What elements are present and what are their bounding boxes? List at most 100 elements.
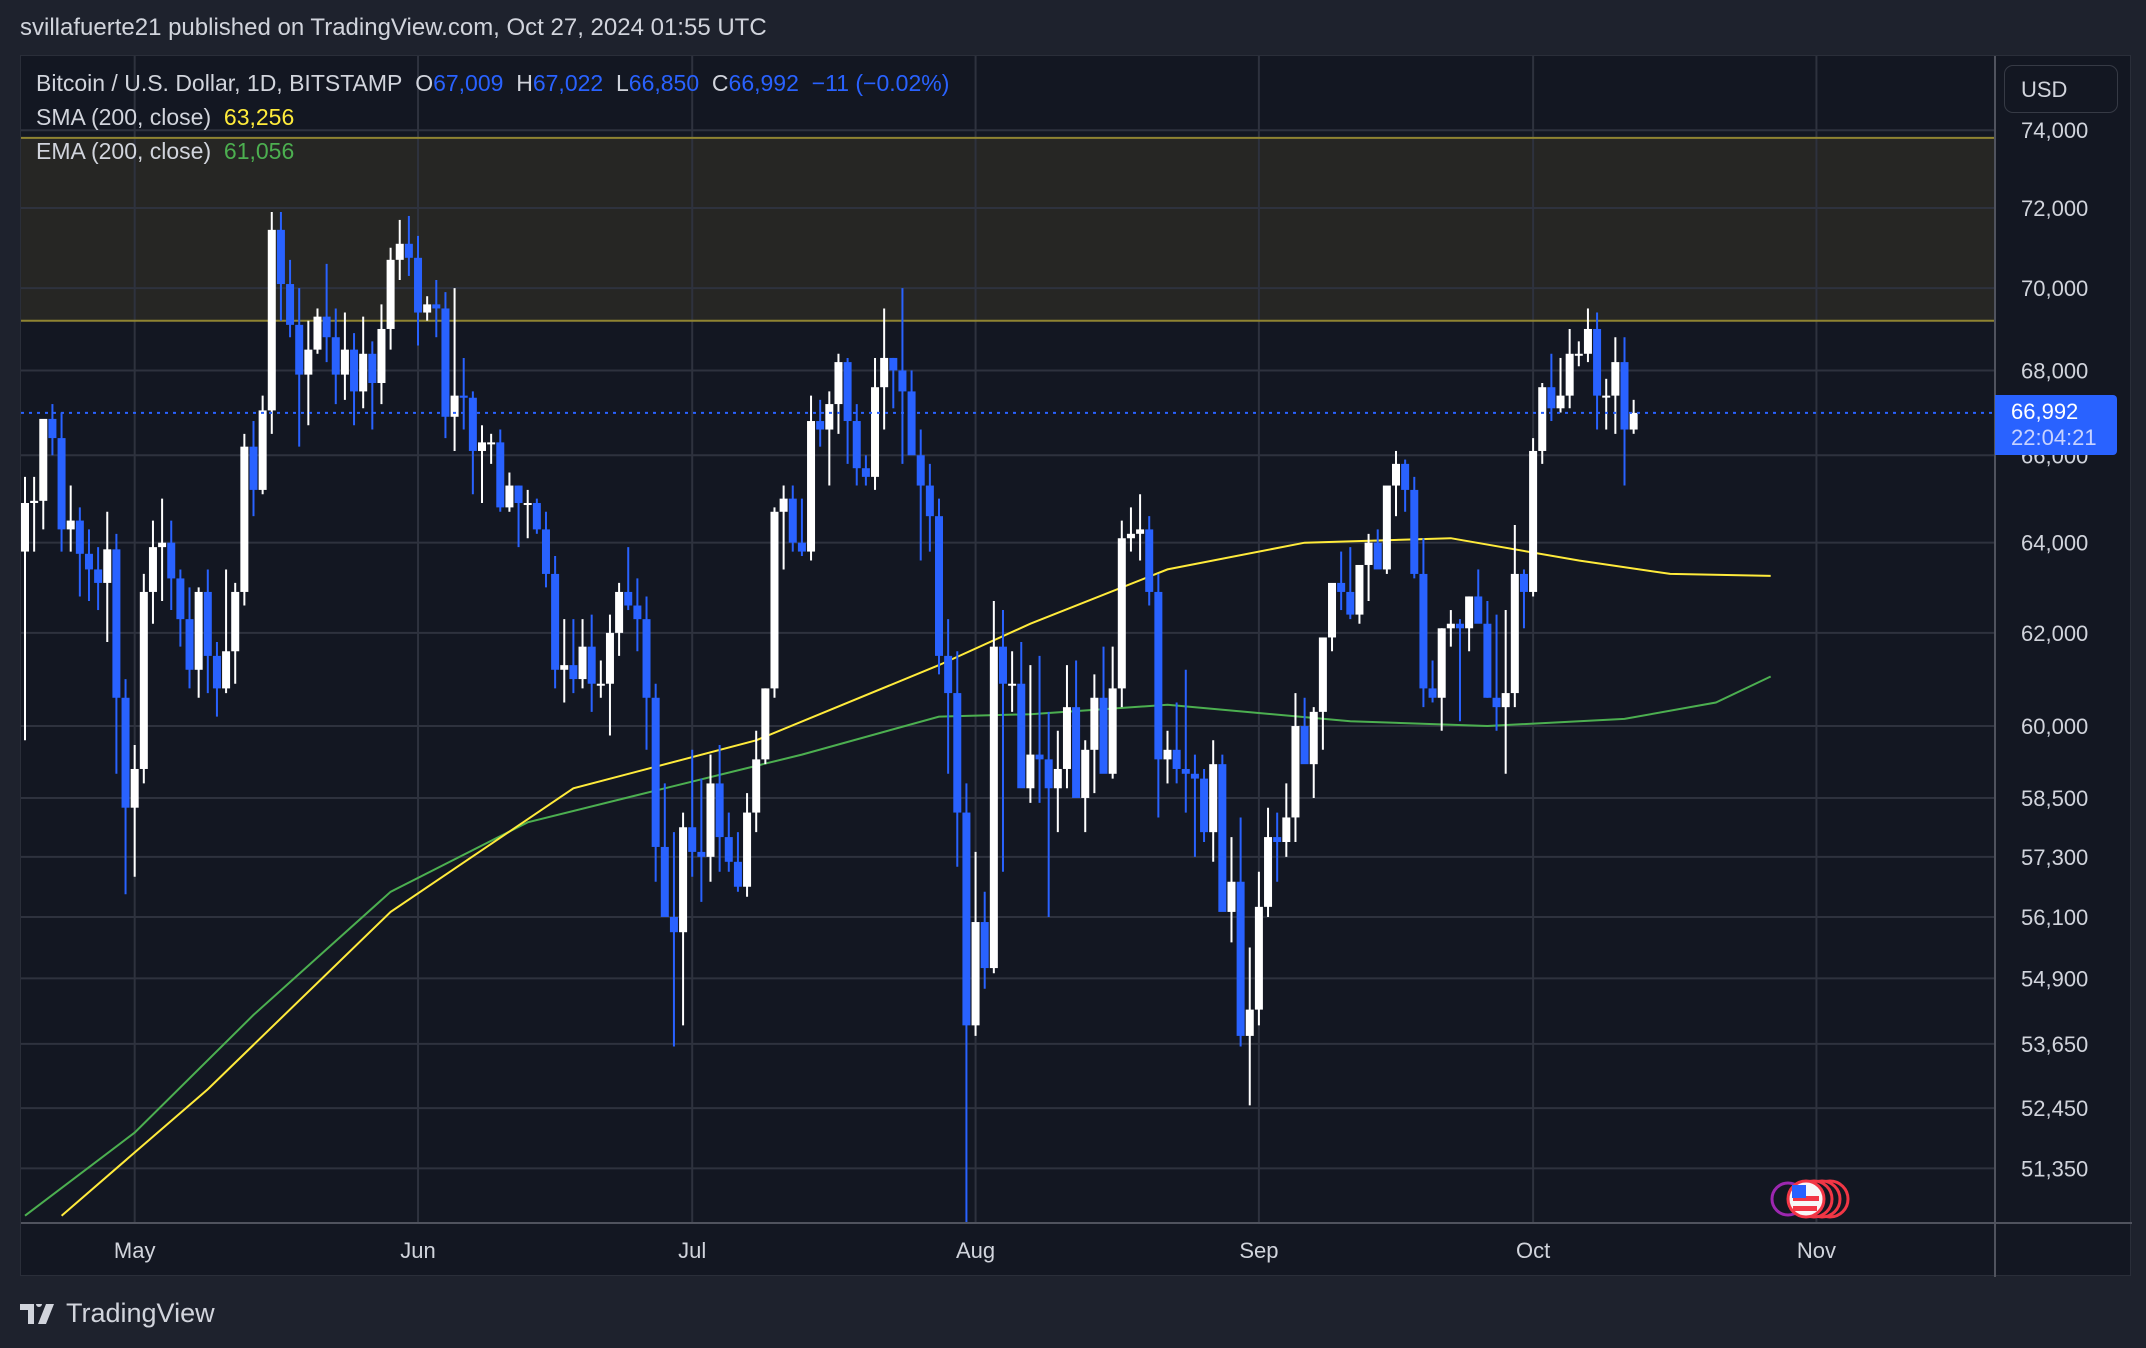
candle-down[interactable] [368, 353, 377, 384]
candle-up[interactable] [1126, 533, 1135, 539]
candle-down[interactable] [1300, 726, 1309, 765]
candle-down[interactable] [587, 646, 596, 684]
candle-down[interactable] [788, 498, 797, 543]
candle-down[interactable] [276, 229, 285, 285]
candle-down[interactable] [816, 421, 825, 430]
candle-down[interactable] [441, 308, 450, 417]
candle-up[interactable] [377, 328, 386, 384]
candle-down[interactable] [1035, 754, 1044, 760]
candle-up[interactable] [450, 395, 459, 417]
candle-down[interactable] [57, 438, 66, 530]
tradingview-logo[interactable]: TradingView [20, 1298, 215, 1329]
candle-up[interactable] [770, 511, 779, 689]
candle-down[interactable] [459, 395, 468, 398]
candle-down[interactable] [715, 783, 724, 838]
candle-down[interactable] [84, 553, 93, 570]
candle-down[interactable] [121, 697, 130, 808]
candle-up[interactable] [1309, 711, 1318, 765]
candle-down[interactable] [75, 520, 84, 554]
candle-down[interactable] [998, 646, 1007, 684]
candle-down[interactable] [185, 619, 194, 670]
candle-down[interactable] [1346, 591, 1355, 615]
candle-down[interactable] [889, 357, 898, 371]
candle-up[interactable] [761, 688, 770, 760]
candle-up[interactable] [304, 349, 313, 375]
candle-up[interactable] [807, 421, 816, 552]
candle-down[interactable] [1145, 529, 1154, 592]
candle-down[interactable] [1236, 881, 1245, 1036]
candle-down[interactable] [414, 257, 423, 313]
candle-up[interactable] [103, 549, 112, 583]
candle-down[interactable] [1419, 573, 1428, 689]
candle-up[interactable] [313, 316, 322, 350]
candle-down[interactable] [1099, 697, 1108, 774]
candle-down[interactable] [660, 846, 669, 917]
candle-down[interactable] [203, 591, 212, 656]
candle-up[interactable] [1629, 412, 1638, 430]
candle-down[interactable] [962, 812, 971, 1026]
candle-down[interactable] [496, 442, 505, 508]
candle-up[interactable] [1062, 707, 1071, 769]
candle-up[interactable] [989, 646, 998, 969]
candle-up[interactable] [395, 243, 404, 260]
candle-down[interactable] [953, 693, 962, 813]
candle-down[interactable] [167, 542, 176, 579]
candle-up[interactable] [231, 591, 240, 652]
candle-up[interactable] [1556, 395, 1565, 409]
candle-down[interactable] [112, 549, 121, 698]
candle-down[interactable] [176, 578, 185, 620]
candle-down[interactable] [642, 619, 651, 698]
candle-up[interactable] [267, 229, 276, 411]
candle-up[interactable] [1611, 362, 1620, 396]
candle-up[interactable] [222, 651, 231, 689]
candle-up[interactable] [423, 304, 432, 313]
candle-up[interactable] [1328, 582, 1337, 638]
candle-up[interactable] [487, 442, 496, 445]
candle-down[interactable] [651, 697, 660, 847]
candle-down[interactable] [1172, 749, 1181, 769]
candle-down[interactable] [48, 418, 57, 439]
chart-panel[interactable]: 74,000 72,000 70,000 68,000 66,000 64,000 62,0… [20, 55, 2132, 1277]
candle-down[interactable] [1492, 697, 1501, 708]
candle-up[interactable] [1136, 529, 1145, 534]
candle-down[interactable] [697, 851, 706, 857]
candle-up[interactable] [1117, 538, 1126, 689]
candle-up[interactable] [779, 498, 788, 512]
candle-up[interactable] [158, 542, 167, 548]
symbol-legend[interactable]: Bitcoin / U.S. Dollar, 1D, BITSTAMP O67,… [36, 70, 950, 96]
candle-up[interactable] [30, 500, 39, 504]
candle-up[interactable] [825, 404, 834, 430]
candle-up[interactable] [1501, 693, 1510, 708]
candle-down[interactable] [1044, 759, 1053, 789]
candle-up[interactable] [1008, 683, 1017, 686]
candle-up[interactable] [871, 387, 880, 477]
candle-down[interactable] [688, 827, 697, 852]
candle-down[interactable] [1218, 764, 1227, 912]
candle-down[interactable] [733, 861, 742, 887]
candle-up[interactable] [1282, 817, 1291, 843]
candle-down[interactable] [1410, 489, 1419, 574]
candle-down[interactable] [1455, 623, 1464, 629]
candle-down[interactable] [907, 391, 916, 456]
candle-up[interactable] [615, 591, 624, 633]
candle-up[interactable] [1264, 837, 1273, 907]
candle-down[interactable] [935, 516, 943, 656]
candle-up[interactable] [130, 768, 139, 808]
candle-down[interactable] [797, 542, 806, 552]
candle-up[interactable] [139, 591, 148, 769]
candle-up[interactable] [340, 349, 349, 375]
candle-up[interactable] [971, 922, 980, 1026]
candle-up[interactable] [743, 812, 752, 887]
candle-up[interactable] [505, 485, 514, 508]
candle-up[interactable] [1392, 463, 1400, 486]
candle-up[interactable] [1081, 749, 1090, 798]
candle-up[interactable] [1437, 628, 1446, 698]
candle-down[interactable] [861, 468, 870, 477]
candle-up[interactable] [596, 683, 605, 686]
candle-down[interactable] [843, 362, 852, 422]
candle-up[interactable] [21, 503, 29, 552]
candle-up[interactable] [1529, 450, 1538, 592]
candle-up[interactable] [1602, 395, 1611, 398]
candle-down[interactable] [1017, 683, 1026, 789]
candle-up[interactable] [1465, 596, 1474, 629]
